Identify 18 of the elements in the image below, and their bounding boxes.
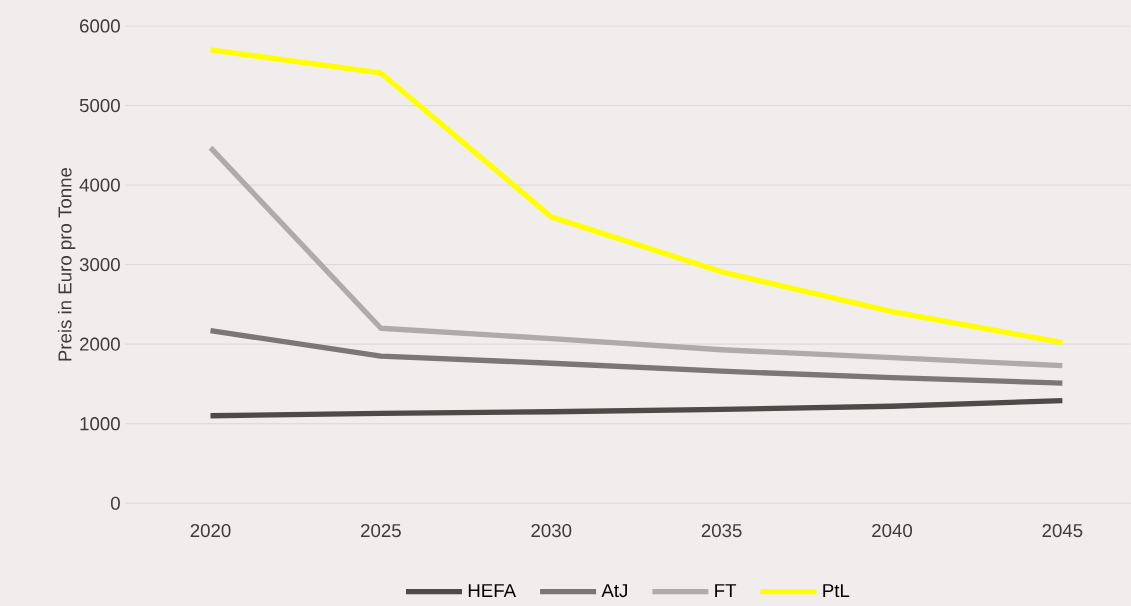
x-tick-label: 2025 (361, 523, 401, 538)
legend-label: HEFA (468, 584, 517, 598)
y-axis-title: Preis in Euro pro Tonne (57, 167, 76, 361)
x-tick-label: 2020 (190, 523, 231, 538)
x-tick-label: 2030 (531, 523, 572, 538)
y-tick-label: 2000 (80, 337, 120, 351)
x-tick-label: 2040 (872, 523, 913, 538)
legend-label: FT (715, 584, 737, 598)
y-tick-label: 5000 (79, 98, 120, 113)
x-tick-label: 2045 (1042, 523, 1083, 538)
y-tick-label: 3000 (79, 258, 120, 272)
y-tick-label: 1000 (80, 417, 120, 431)
legend-label: PtL (823, 584, 850, 598)
y-tick-label: 6000 (80, 19, 120, 33)
legend-label: AtJ (601, 584, 627, 598)
y-tick-label: 0 (110, 496, 120, 510)
y-tick-label: 4000 (79, 178, 120, 192)
x-tick-label: 2035 (701, 523, 742, 538)
